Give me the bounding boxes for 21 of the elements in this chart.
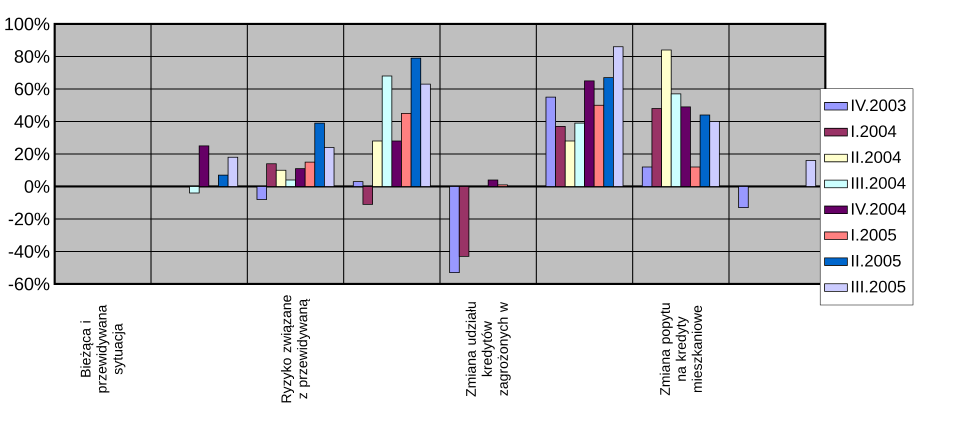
y-tick-label: -20% (8, 212, 50, 226)
y-tick-label: 60% (14, 82, 50, 96)
legend-label: II.2005 (852, 254, 901, 267)
legend-label: IV.2003 (852, 99, 906, 112)
y-tick-label: 20% (14, 148, 50, 160)
y-tick-label: 40% (14, 115, 50, 128)
y-tick-label: 100% (5, 18, 50, 30)
y-tick-label: 0% (24, 180, 50, 193)
x-tick-label: Zmiana udziału kredytów zagrożonych w (466, 302, 511, 396)
legend-label: IV.2004 (852, 203, 906, 215)
y-tick-label: 80% (14, 50, 50, 63)
legend-label: I.2004 (852, 125, 896, 138)
y-tick-label: -60% (8, 278, 50, 290)
x-tick-label: Bieżąca i przewidywana sytuacja (80, 304, 126, 393)
y-tick-label: -40% (8, 245, 50, 258)
legend-label: III.2004 (852, 177, 906, 189)
x-tick-label: Zmiana popytu na kredyty mieszkaniowe (660, 303, 702, 396)
legend-label: I.2005 (852, 228, 896, 241)
x-tick-label: Ryzyko związane z przewidywaną (280, 295, 310, 402)
legend-label: II.2004 (852, 151, 901, 164)
legend-label: III.2005 (852, 280, 906, 293)
